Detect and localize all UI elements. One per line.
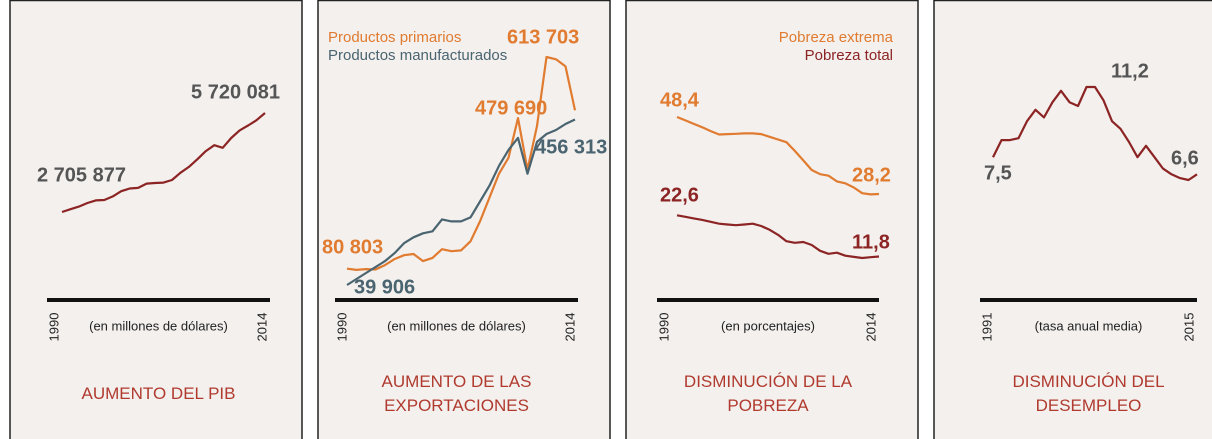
panel-title: AUMENTO DEL PIB xyxy=(47,362,270,426)
panel-title: DISMINUCIÓN DEL DESEMPLEO xyxy=(980,362,1197,426)
panel-title-text: DISMINUCIÓN DEL DESEMPLEO xyxy=(1012,372,1165,415)
x-tick-label: 2014 xyxy=(254,313,269,342)
data-label: 48,4 xyxy=(660,89,700,111)
x-axis-label: (en millones de dólares) xyxy=(387,318,526,333)
x-axis-label: (en porcentajes) xyxy=(721,318,815,333)
panel xyxy=(933,0,1212,439)
legend-entry: Productos manufacturados xyxy=(328,47,507,64)
x-axis-label: (en millones de dólares) xyxy=(89,318,228,333)
data-label: 7,5 xyxy=(984,162,1012,184)
data-label: 613 703 xyxy=(507,26,579,48)
x-tick-label: 1990 xyxy=(656,313,671,342)
x-axis xyxy=(335,298,578,302)
data-label: 6,6 xyxy=(1171,147,1199,169)
data-label: 2 705 877 xyxy=(37,164,126,186)
panel-title: AUMENTO DE LAS EXPORTACIONES xyxy=(335,362,578,426)
data-label: 11,2 xyxy=(1111,60,1149,82)
data-label: 28,2 xyxy=(852,164,891,186)
data-label: 22,6 xyxy=(660,184,699,206)
data-label: 479 690 xyxy=(475,97,547,119)
panel-title-text: AUMENTO DEL PIB xyxy=(81,384,236,403)
x-axis xyxy=(980,298,1197,302)
x-axis xyxy=(47,298,270,302)
legend-entry: Pobreza total xyxy=(805,47,893,64)
x-axis xyxy=(657,298,879,302)
data-line xyxy=(61,112,266,214)
data-line xyxy=(676,214,880,260)
data-line xyxy=(676,115,880,196)
x-tick-label: 2015 xyxy=(1181,313,1196,342)
panel-title: DISMINUCIÓN DE LA POBREZA xyxy=(657,362,879,426)
data-label: 11,8 xyxy=(852,231,890,253)
panel xyxy=(9,0,303,439)
x-tick-label: 1990 xyxy=(334,313,349,342)
x-tick-label: 2014 xyxy=(863,313,878,342)
x-tick-label: 2014 xyxy=(562,313,577,342)
x-tick-label: 1990 xyxy=(46,313,61,342)
data-line xyxy=(346,118,576,286)
legend-entry: Productos primarios xyxy=(328,29,461,46)
x-tick-label: 1991 xyxy=(979,313,994,342)
panel xyxy=(625,0,919,439)
data-label: 80 803 xyxy=(322,236,383,258)
data-line xyxy=(992,85,1198,182)
data-label: 5 720 081 xyxy=(191,81,280,103)
panel-title-text: AUMENTO DE LAS EXPORTACIONES xyxy=(381,372,532,415)
data-label: 39 906 xyxy=(354,276,415,298)
panel-title-text: DISMINUCIÓN DE LA POBREZA xyxy=(683,372,853,415)
data-label: 456 313 xyxy=(535,136,607,158)
x-axis-label: (tasa anual media) xyxy=(1035,318,1143,333)
legend-entry: Pobreza extrema xyxy=(779,29,894,46)
data-line xyxy=(346,55,577,271)
